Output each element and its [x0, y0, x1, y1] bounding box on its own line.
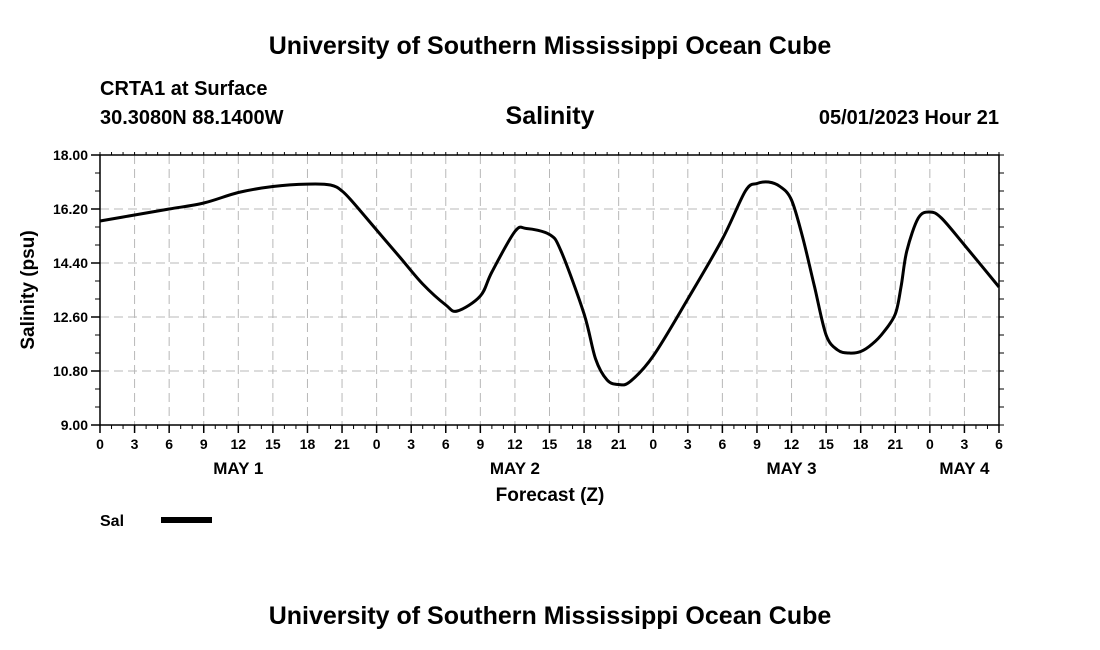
x-tick-label: 6 — [165, 436, 173, 452]
day-label: MAY 2 — [490, 459, 540, 478]
x-tick-label: 12 — [507, 436, 523, 452]
x-tick-label: 15 — [542, 436, 558, 452]
x-tick-label: 3 — [407, 436, 415, 452]
x-tick-label: 9 — [200, 436, 208, 452]
forecast-datetime: 05/01/2023 Hour 21 — [819, 107, 999, 129]
coordinates-label: 30.3080N 88.1400W — [100, 107, 284, 129]
x-tick-label: 18 — [853, 436, 869, 452]
legend-label-sal: Sal — [100, 513, 124, 530]
x-tick-label: 21 — [334, 436, 350, 452]
legend: Sal — [100, 513, 212, 530]
x-axis-label: Forecast (Z) — [496, 485, 605, 506]
day-label: MAY 4 — [939, 459, 990, 478]
x-tick-label: 0 — [649, 436, 657, 452]
y-axis-label: Salinity (psu) — [18, 230, 39, 349]
y-tick-label: 16.20 — [53, 201, 88, 217]
x-tick-label: 6 — [995, 436, 1003, 452]
x-tick-label: 6 — [718, 436, 726, 452]
x-tick-label: 12 — [784, 436, 800, 452]
day-label: MAY 1 — [213, 459, 263, 478]
x-tick-label: 21 — [611, 436, 627, 452]
x-tick-label: 0 — [373, 436, 381, 452]
y-tick-label: 14.40 — [53, 255, 88, 271]
x-tick-label: 0 — [96, 436, 104, 452]
x-tick-label: 21 — [887, 436, 903, 452]
series-line-sal — [99, 180, 1001, 387]
x-tick-label: 9 — [753, 436, 761, 452]
plot-area: 18.00 16.20 14.40 12.60 10.80 9.00 0 3 6 9 12 15 18 2… — [53, 147, 1004, 478]
page-title-bottom: University of Southern Mississippi Ocean… — [269, 602, 832, 630]
x-tick-label: 12 — [231, 436, 247, 452]
page-title-top: University of Southern Mississippi Ocean… — [269, 32, 832, 60]
chart-title: Salinity — [506, 102, 595, 130]
x-tick-label: 3 — [131, 436, 139, 452]
x-tick-label: 6 — [442, 436, 450, 452]
station-label: CRTA1 at Surface — [100, 78, 267, 100]
x-tick-label: 15 — [818, 436, 834, 452]
x-tick-label: 0 — [926, 436, 934, 452]
x-tick-label: 9 — [476, 436, 484, 452]
x-tick-label: 3 — [684, 436, 692, 452]
y-tick-label: 9.00 — [61, 417, 88, 433]
x-tick-label: 15 — [265, 436, 281, 452]
y-tick-label: 12.60 — [53, 309, 88, 325]
x-tick-label: 18 — [300, 436, 316, 452]
y-tick-label: 18.00 — [53, 147, 88, 163]
day-label: MAY 3 — [766, 459, 816, 478]
x-tick-label: 3 — [961, 436, 969, 452]
y-tick-label: 10.80 — [53, 363, 88, 379]
x-tick-label: 18 — [576, 436, 592, 452]
